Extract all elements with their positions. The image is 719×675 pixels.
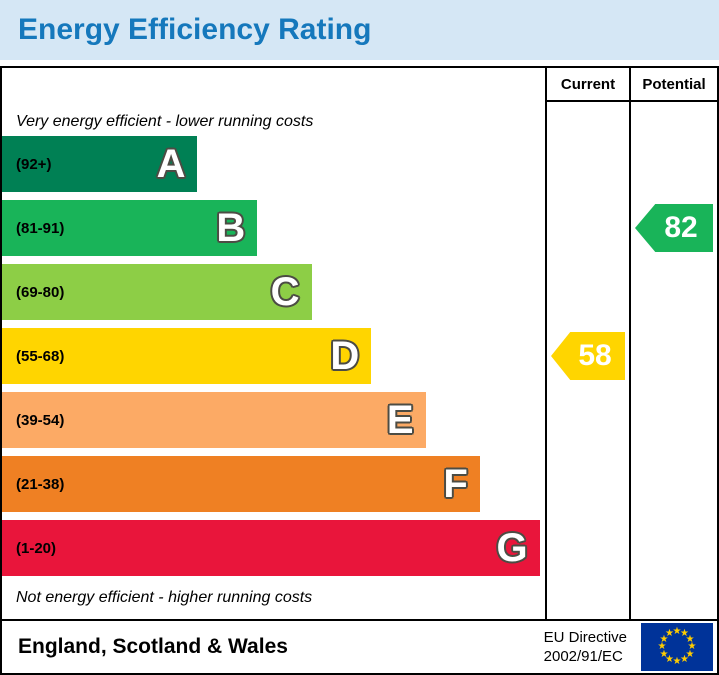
band-range-label: (1-20) bbox=[16, 539, 57, 557]
bands-area: Very energy efficient - lower running co… bbox=[2, 102, 545, 619]
current-rating-arrow: 58 bbox=[551, 332, 625, 380]
eu-flag-star: ★ bbox=[657, 641, 667, 652]
band-row-d: (55-68) D bbox=[2, 328, 545, 384]
eu-flag-star: ★ bbox=[680, 628, 689, 639]
band-bar-d: (55-68) D bbox=[2, 328, 372, 384]
eu-flag-star: ★ bbox=[659, 648, 669, 660]
energy-efficiency-rating-chart: Current Potential Very energy efficient … bbox=[0, 66, 719, 675]
band-letter: C bbox=[270, 270, 300, 314]
eu-directive-line1: EU Directive bbox=[543, 628, 627, 646]
band-range-label: (39-54) bbox=[16, 411, 65, 429]
eu-flag-star: ★ bbox=[687, 641, 697, 652]
eu-flag-star: ★ bbox=[672, 626, 682, 637]
band-row-g: (1-20) G bbox=[2, 520, 545, 576]
eu-flag-star: ★ bbox=[685, 633, 695, 645]
band-bar-b: (81-91) B bbox=[2, 200, 258, 256]
band-range-label: (69-80) bbox=[16, 283, 65, 301]
band-row-c: (69-80) C bbox=[2, 264, 545, 320]
eu-directive-line2: 2002/91/EC bbox=[543, 648, 623, 665]
potential-column: 82 bbox=[629, 102, 717, 619]
band-row-b: (81-91) B bbox=[2, 200, 545, 256]
bottom-note: Not energy efficient - higher running co… bbox=[16, 589, 313, 606]
eu-flag-star: ★ bbox=[685, 648, 695, 660]
band-row-a: (92+) A bbox=[2, 136, 545, 192]
band-letter: F bbox=[443, 462, 468, 506]
band-bar-e: (39-54) E bbox=[2, 392, 426, 448]
band-bar-c: (69-80) C bbox=[2, 264, 312, 320]
band-letter: D bbox=[330, 334, 360, 378]
band-range-label: (21-38) bbox=[16, 475, 65, 493]
eu-flag-star: ★ bbox=[665, 628, 674, 639]
region-label: England, Scotland & Wales bbox=[18, 635, 288, 658]
band-bar-g: (1-20) G bbox=[2, 520, 540, 576]
eu-flag-star: ★ bbox=[659, 633, 669, 645]
band-letter: A bbox=[156, 142, 186, 186]
eu-flag-star: ★ bbox=[665, 653, 674, 665]
potential-rating-arrow: 82 bbox=[635, 204, 713, 252]
band-letter: B bbox=[216, 206, 246, 250]
header-spacer bbox=[2, 68, 545, 102]
band-range-label: (92+) bbox=[16, 155, 52, 173]
eu-flag-star: ★ bbox=[672, 656, 682, 667]
current-column-header: Current bbox=[545, 68, 629, 102]
footer-bar: England, Scotland & Wales EU Directive 2… bbox=[2, 619, 717, 673]
eu-flag-icon: ★ ★ ★ ★ ★ ★ ★ ★ ★ ★ ★ ★ bbox=[641, 623, 713, 671]
current-column: 58 bbox=[545, 102, 629, 619]
band-row-f: (21-38) F bbox=[2, 456, 545, 512]
band-bar-a: (92+) A bbox=[2, 136, 198, 192]
band-bar-f: (21-38) F bbox=[2, 456, 480, 512]
band-row-e: (39-54) E bbox=[2, 392, 545, 448]
band-letter: E bbox=[386, 398, 414, 442]
eu-directive-label: EU Directive 2002/91/EC bbox=[544, 628, 627, 667]
potential-rating-value: 82 bbox=[664, 211, 698, 244]
band-range-label: (81-91) bbox=[16, 219, 65, 237]
band-letter: G bbox=[496, 526, 528, 570]
current-rating-value: 58 bbox=[578, 339, 612, 372]
chart-grid: Current Potential Very energy efficient … bbox=[2, 68, 717, 619]
page-title: Energy Efficiency Rating bbox=[0, 0, 719, 60]
eu-flag-star: ★ bbox=[680, 653, 689, 665]
band-range-label: (55-68) bbox=[16, 347, 65, 365]
top-note: Very energy efficient - lower running co… bbox=[16, 113, 314, 130]
potential-column-header: Potential bbox=[629, 68, 717, 102]
footer-right: EU Directive 2002/91/EC ★ ★ ★ ★ ★ ★ ★ ★ ★ ★ ★ ★ bbox=[544, 623, 713, 671]
